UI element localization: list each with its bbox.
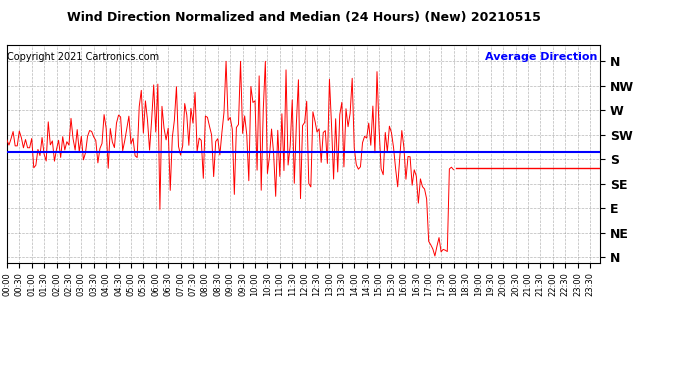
Text: Copyright 2021 Cartronics.com: Copyright 2021 Cartronics.com	[8, 51, 159, 62]
Text: Wind Direction Normalized and Median (24 Hours) (New) 20210515: Wind Direction Normalized and Median (24…	[67, 11, 540, 24]
Text: Average Direction: Average Direction	[485, 51, 598, 62]
